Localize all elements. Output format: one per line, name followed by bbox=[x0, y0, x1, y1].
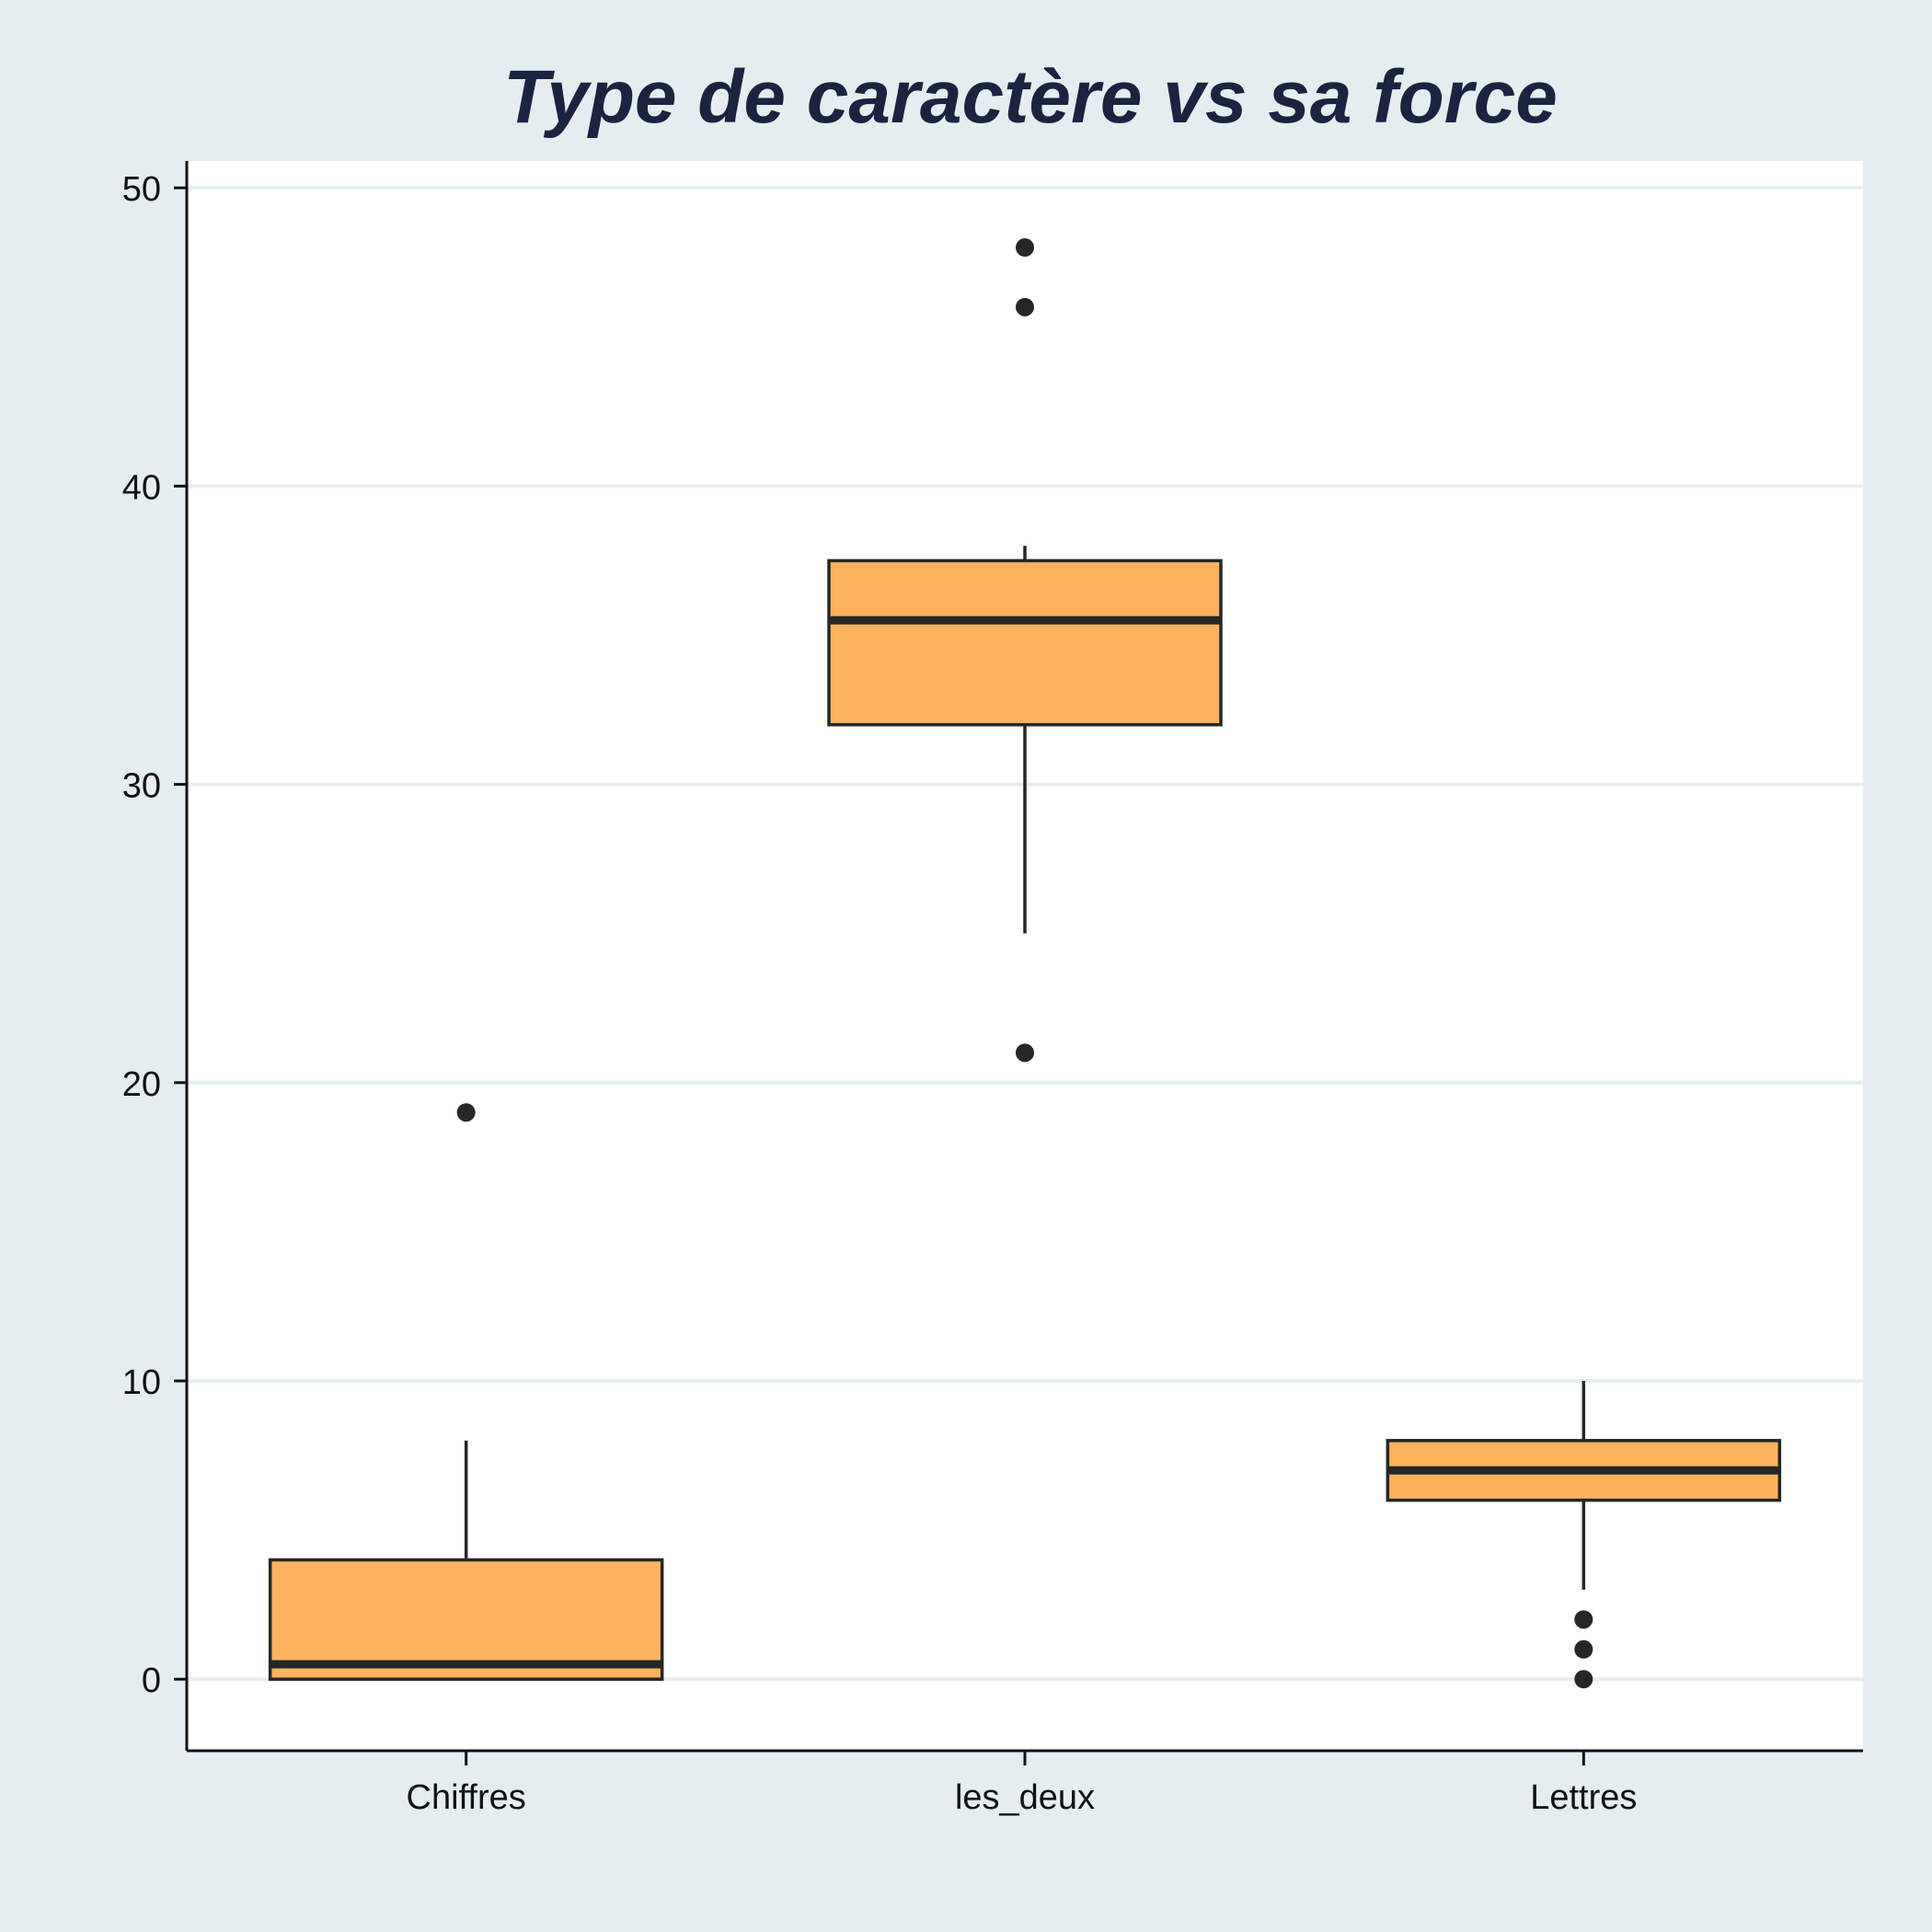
y-tick-label: 50 bbox=[122, 170, 161, 209]
outlier-point bbox=[1016, 297, 1034, 316]
plot-area bbox=[187, 161, 1863, 1751]
y-tick-label: 20 bbox=[122, 1065, 161, 1104]
outlier-point bbox=[1574, 1610, 1593, 1629]
x-tick-label: les_deux bbox=[955, 1778, 1095, 1817]
outlier-point bbox=[1574, 1639, 1593, 1659]
y-tick-label: 30 bbox=[122, 767, 161, 806]
x-tick-label: Lettres bbox=[1530, 1778, 1637, 1817]
outlier-point bbox=[1016, 1043, 1034, 1063]
outlier-point bbox=[1016, 238, 1034, 258]
outlier-point bbox=[1574, 1670, 1593, 1689]
y-tick-label: 10 bbox=[122, 1363, 161, 1402]
chart-title: Type de caractère vs sa force bbox=[503, 55, 1558, 139]
y-tick-label: 0 bbox=[142, 1662, 161, 1700]
outlier-point bbox=[456, 1103, 476, 1122]
box-iqr bbox=[268, 1558, 664, 1681]
y-tick-label: 40 bbox=[122, 468, 161, 507]
x-tick-label: Chiffres bbox=[407, 1778, 526, 1817]
box-iqr bbox=[827, 558, 1223, 727]
